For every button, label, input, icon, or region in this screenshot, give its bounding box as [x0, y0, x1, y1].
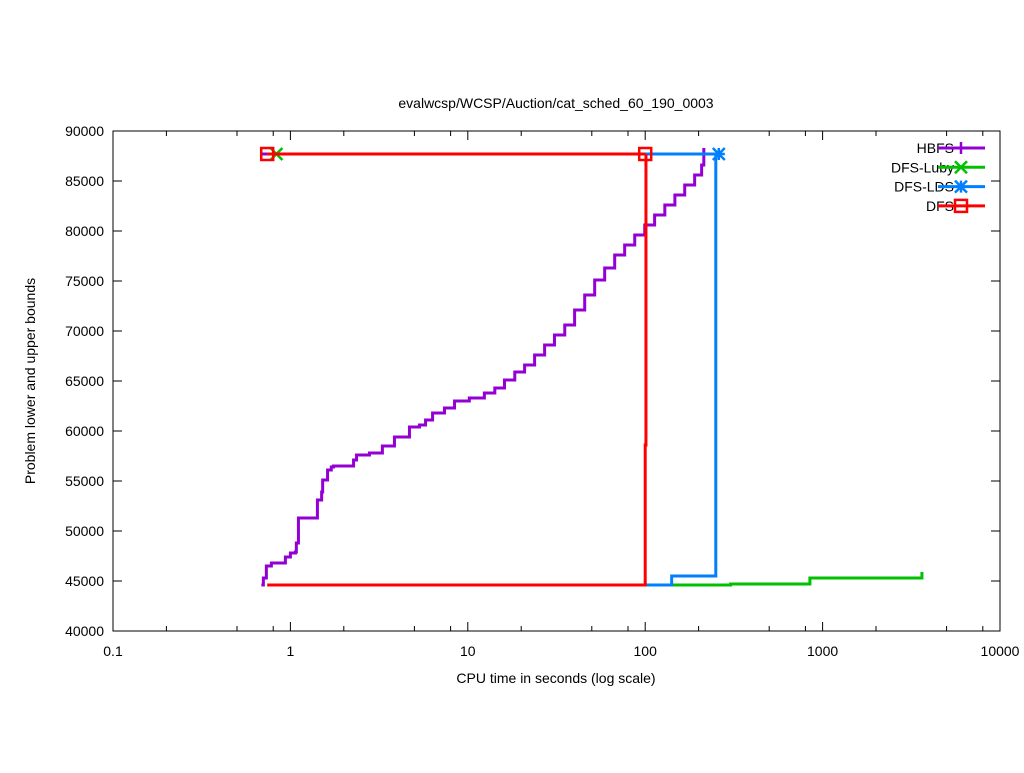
y-tick-label: 80000: [65, 223, 104, 239]
y-tick-label: 50000: [65, 523, 104, 539]
lower-bound-line: [267, 154, 648, 587]
lower-bound-line: [671, 572, 924, 587]
y-tick-label: 45000: [65, 573, 104, 589]
series-dfs-lds: [645, 147, 726, 587]
legend-label: DFS-LDS: [894, 179, 954, 195]
series-hbfs: [261, 148, 706, 587]
lower-bound-line: [645, 154, 718, 587]
x-tick-label: 100: [634, 643, 658, 659]
lower-bound-line: [261, 148, 706, 587]
y-tick-label: 85000: [65, 173, 104, 189]
point-marker: [711, 147, 726, 161]
x-tick-label: 1: [287, 643, 295, 659]
legend-marker: [955, 142, 967, 154]
y-tick-label: 70000: [65, 323, 104, 339]
x-tick-label: 0.1: [103, 643, 123, 659]
x-axis-label: CPU time in seconds (log scale): [456, 670, 655, 686]
y-tick-label: 75000: [65, 273, 104, 289]
legend-label: HBFS: [917, 140, 954, 156]
chart-title: evalwcsp/WCSP/Auction/cat_sched_60_190_0…: [398, 95, 713, 111]
x-tick-label: 10: [460, 643, 476, 659]
y-tick-label: 55000: [65, 473, 104, 489]
y-axis-label: Problem lower and upper bounds: [22, 278, 38, 484]
y-tick-label: 40000: [65, 623, 104, 639]
legend-marker: [954, 179, 968, 194]
point-marker: [259, 146, 275, 162]
y-tick-label: 90000: [65, 123, 104, 139]
plot-border: [112, 130, 1001, 632]
series-dfs: [259, 146, 653, 587]
y-tick-label: 60000: [65, 423, 104, 439]
x-tick-label: 1000: [807, 643, 838, 659]
plot-area: [259, 146, 924, 587]
legend-marker: [954, 160, 968, 175]
y-tick-label: 65000: [65, 373, 104, 389]
series-dfs-luby: [269, 147, 924, 587]
legend-marker: [953, 198, 969, 214]
x-tick-label: 10000: [981, 643, 1020, 659]
point-marker: [637, 146, 653, 162]
axis-ticks: 0.1 1 10 100 1000 10000 40000 45000 50000 55000 60…: [65, 123, 1020, 659]
legend-label: DFS-Luby: [891, 159, 954, 175]
